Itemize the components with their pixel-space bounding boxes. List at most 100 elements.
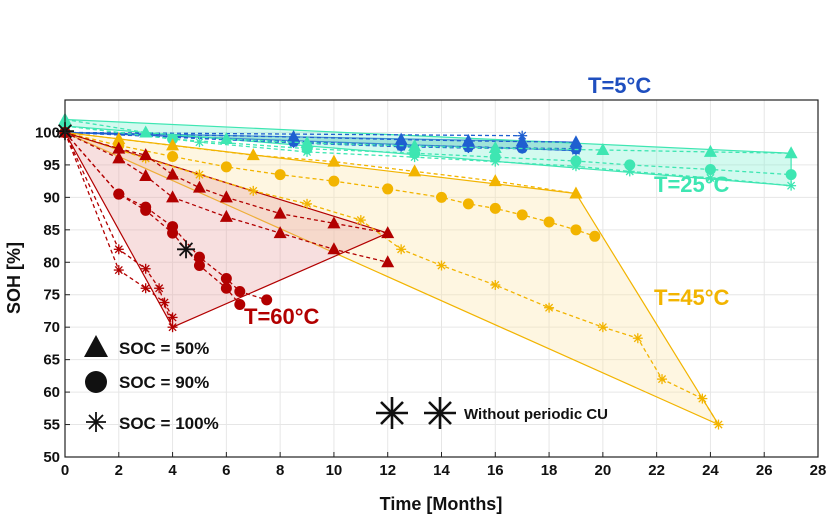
asterisk-point [544, 302, 555, 313]
y-tick-label: 55 [43, 417, 60, 434]
asterisk-point [167, 312, 178, 323]
triangle-point [246, 148, 260, 161]
asterisk-point [355, 215, 366, 226]
triangle-point [139, 125, 153, 138]
circle-point [462, 198, 474, 210]
series-60c-soc90 [59, 126, 246, 310]
asterisk-point [436, 260, 447, 271]
circle-point [167, 227, 179, 239]
series-line [64, 131, 596, 237]
asterisk-point [632, 333, 643, 344]
temp-label-45c: T=45°C [654, 285, 730, 310]
triangle-point [166, 138, 180, 151]
y-tick-label: 65 [43, 352, 60, 369]
asterisk-point [140, 263, 151, 274]
asterisk-point [396, 244, 407, 255]
circle-point [261, 294, 273, 306]
triangle-point [273, 206, 287, 219]
circle-point [624, 159, 636, 171]
triangle-point [381, 255, 395, 268]
triangle-point [139, 148, 153, 161]
x-tick-label: 4 [168, 462, 177, 479]
cu-legend: Without periodic CU [376, 397, 608, 429]
circle-point [113, 188, 125, 200]
x-tick-label: 24 [702, 462, 719, 479]
circle-point [220, 273, 232, 284]
triangle-point [596, 142, 610, 155]
triangle-point [569, 186, 583, 199]
x-tick-label: 26 [756, 462, 773, 479]
asterisk-point [396, 141, 407, 152]
circle-point [193, 251, 205, 263]
asterisk-point [113, 244, 124, 255]
asterisk-point [657, 374, 668, 385]
triangle-point [327, 154, 341, 167]
circle-point [570, 224, 582, 236]
y-tick-label: 95 [43, 157, 60, 174]
y-axis-label: SOH [%] [4, 242, 24, 314]
series-line [64, 125, 792, 187]
asterisk-point [597, 322, 608, 333]
legend: SOC = 50% SOC = 90% SOC = 100% [84, 335, 219, 433]
triangle-point [327, 242, 341, 255]
asterisk-point [697, 393, 708, 404]
circle-point [589, 230, 601, 242]
triangle-point [166, 167, 180, 180]
x-tick-label: 28 [810, 462, 827, 479]
temp-label-60c: T=60°C [244, 304, 320, 329]
triangle-point [273, 226, 287, 239]
temp-label-5c: T=5°C [588, 73, 651, 98]
asterisk-point [302, 198, 313, 209]
y-tick-label: 100 [35, 124, 60, 141]
x-tick-label: 10 [326, 462, 343, 479]
circle-point [382, 183, 394, 195]
asterisk-point [409, 152, 420, 163]
asterisk-point [490, 156, 501, 167]
circle-point [436, 191, 447, 203]
asterisk-point [248, 185, 259, 196]
temp-label-25c: T=25°C [654, 172, 730, 197]
y-ticks: 50 55 60 65 70 75 80 85 90 95 100 [35, 124, 70, 466]
asterisk-point [624, 166, 635, 177]
circle-point [274, 169, 286, 181]
legend-circle-marker [85, 371, 107, 393]
x-tick-label: 22 [648, 462, 665, 479]
triangle-point [569, 135, 583, 148]
asterisk-point [786, 180, 797, 191]
circle-point [489, 202, 501, 214]
asterisk-point [113, 265, 124, 276]
series-60c-soc100 [60, 127, 178, 323]
x-tick-label: 14 [433, 462, 450, 479]
triangle-point [381, 226, 395, 239]
circle-point [543, 216, 555, 228]
y-tick-label: 50 [43, 449, 60, 466]
legend-label-soc90: SOC = 90% [119, 373, 209, 392]
circle-point [234, 285, 246, 297]
x-tick-label: 18 [541, 462, 558, 479]
circle-point [516, 209, 528, 221]
series-45c-soc90 [59, 126, 601, 242]
circle-point [193, 260, 205, 272]
cu-legend-label: Without periodic CU [464, 406, 608, 423]
circle-point [220, 282, 232, 294]
circle-point [785, 169, 797, 181]
triangle-point [219, 209, 233, 222]
circle-point [234, 298, 246, 310]
triangle-point [488, 174, 502, 187]
x-tick-label: 8 [276, 462, 284, 479]
x-tick-label: 6 [222, 462, 230, 479]
series-25c-soc100 [60, 120, 797, 191]
asterisk-point [194, 169, 205, 180]
triangle-point [112, 141, 126, 154]
no-cu-point [177, 240, 196, 259]
asterisk-point [302, 146, 313, 157]
triangle-point [112, 151, 126, 164]
circle-point [704, 163, 716, 175]
asterisk-point [159, 297, 170, 308]
x-tick-label: 12 [379, 462, 396, 479]
series-line [64, 131, 576, 152]
triangle-point [219, 190, 233, 203]
series-line [64, 131, 388, 234]
circle-point [140, 204, 152, 216]
